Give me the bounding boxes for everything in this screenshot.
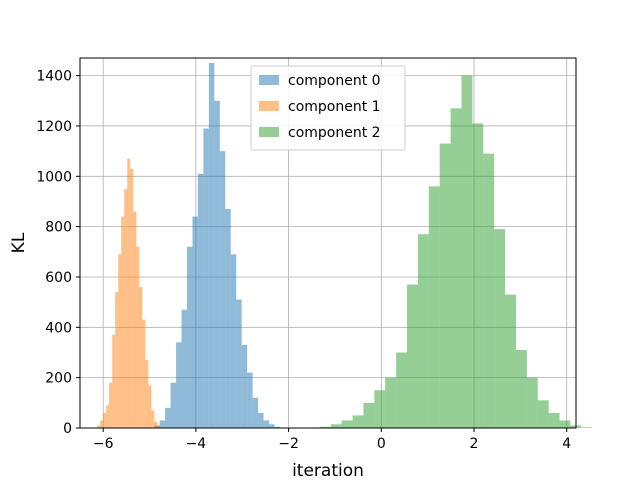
ticks-layer: −6 −4 −2 0 2 4 0 200 400 600 800 1000 1200 1400 [36, 69, 571, 452]
histogram-bar [461, 75, 473, 428]
histogram-bar [165, 407, 171, 428]
histogram-bar [159, 420, 166, 428]
plot-frame [79, 57, 577, 429]
x-tick-label: 0 [377, 436, 386, 452]
histogram-bar [252, 397, 259, 428]
histogram-bar [483, 153, 495, 429]
bars-layer [97, 63, 593, 429]
x-tick-label: 4 [562, 436, 571, 452]
legend-label: component 1 [288, 99, 381, 115]
histogram-bar [330, 424, 342, 428]
histogram-bar [151, 410, 155, 428]
y-tick-label: 800 [45, 220, 72, 236]
series-0-bars [154, 63, 280, 429]
histogram-bar [219, 151, 226, 428]
histogram-bar [241, 344, 248, 428]
histogram-bar [145, 360, 149, 428]
legend-label: component 0 [288, 73, 381, 89]
histogram-bar [148, 385, 152, 428]
histogram-bar [472, 123, 484, 429]
histogram-bar [115, 292, 119, 428]
histogram-bar [103, 412, 107, 428]
histogram-bar [407, 284, 418, 428]
histogram-bar [97, 425, 101, 428]
y-axis-label: KL [9, 232, 29, 253]
histogram-bar [537, 400, 549, 428]
histogram-bar [439, 143, 451, 428]
y-tick-label: 400 [45, 320, 72, 336]
histogram-bar [106, 405, 110, 428]
histogram-bar [181, 309, 187, 428]
histogram-bar [274, 426, 280, 428]
histogram-bar [494, 229, 506, 428]
histogram-bar [263, 420, 270, 428]
histogram-bar [100, 420, 104, 428]
x-tick-label: −2 [278, 436, 299, 452]
histogram-bar [197, 173, 204, 428]
histogram-bar [526, 377, 538, 428]
x-axis-label: iteration [292, 461, 364, 480]
x-tick-label: −4 [186, 436, 207, 452]
x-tick-label: −6 [93, 436, 114, 452]
histogram-bar [450, 108, 462, 428]
y-tick-label: 600 [45, 270, 72, 286]
histogram-bar [230, 254, 237, 428]
histogram-bar [258, 412, 264, 428]
histogram-bar [142, 319, 146, 428]
histogram-bar [124, 188, 128, 428]
histogram-bar [548, 412, 560, 428]
histogram-bar [396, 352, 408, 428]
legend-box [250, 65, 406, 151]
series-2-bars [308, 75, 593, 429]
histogram-bar [157, 425, 161, 428]
histogram-bar [127, 158, 131, 428]
y-tick-label: 0 [63, 421, 72, 437]
histogram-bar [154, 421, 158, 428]
histogram-bar [192, 216, 198, 428]
histogram-bar [139, 287, 143, 428]
histogram-bar [118, 254, 122, 428]
histogram-bar [428, 186, 440, 428]
histogram-bar [176, 342, 182, 428]
histogram-bar [319, 426, 331, 428]
histogram-bar [225, 209, 231, 428]
series-1-bars [97, 158, 161, 429]
histogram-bar [374, 390, 386, 428]
histogram-bar [505, 294, 516, 428]
histogram-bar [136, 246, 140, 428]
legend-swatch [259, 75, 279, 85]
histogram-bar [214, 100, 220, 428]
histogram-bar [236, 299, 242, 428]
histogram-bar [515, 349, 527, 428]
histogram-bar [247, 372, 253, 428]
histogram-bar [385, 377, 397, 428]
histogram-bar [581, 427, 593, 428]
y-tick-label: 1400 [36, 69, 72, 85]
legend-swatch [259, 127, 279, 137]
histogram-bar [121, 216, 125, 428]
y-tick-label: 1000 [36, 169, 72, 185]
histogram-bar [208, 63, 215, 429]
histogram-bar [363, 402, 375, 428]
histogram-bar [170, 382, 177, 428]
histogram-bar [417, 234, 429, 428]
y-tick-label: 1200 [36, 119, 72, 135]
histogram-bar [112, 334, 116, 428]
legend-label: component 2 [288, 125, 381, 141]
histogram-bar [203, 128, 209, 428]
histogram-bar [559, 420, 571, 428]
histogram-bar [269, 424, 275, 428]
legend-swatch [259, 101, 279, 111]
histogram-bar [186, 246, 193, 428]
histogram-bar [109, 382, 113, 428]
x-tick-label: 2 [470, 436, 479, 452]
legend: component 0 component 1 component 2 [250, 65, 406, 151]
histogram-bar [130, 168, 134, 429]
y-tick-label: 200 [45, 371, 72, 387]
histogram-bar [341, 420, 353, 428]
histogram-bar [352, 415, 364, 428]
histogram-bar [133, 211, 137, 428]
